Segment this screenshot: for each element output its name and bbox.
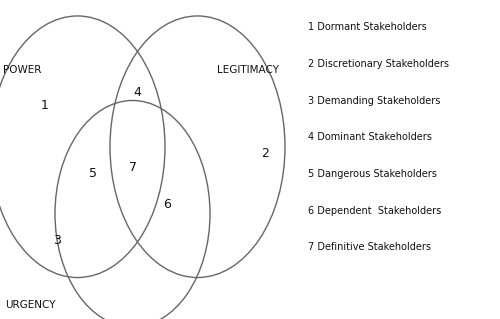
Text: 4 Dominant Stakeholders: 4 Dominant Stakeholders [308,132,432,142]
Text: 1 Dormant Stakeholders: 1 Dormant Stakeholders [308,22,426,32]
Text: 2 Discretionary Stakeholders: 2 Discretionary Stakeholders [308,59,448,69]
Text: POWER: POWER [2,65,41,75]
Text: LEGITIMACY: LEGITIMACY [218,65,280,75]
Text: 6 Dependent  Stakeholders: 6 Dependent Stakeholders [308,206,441,216]
Text: 3: 3 [54,234,62,247]
Text: 3 Demanding Stakeholders: 3 Demanding Stakeholders [308,96,440,106]
Text: 2: 2 [261,147,269,160]
Text: 1: 1 [41,99,49,112]
Text: 6: 6 [164,198,172,211]
Text: 7: 7 [128,161,136,174]
Text: 5 Dangerous Stakeholders: 5 Dangerous Stakeholders [308,169,436,179]
Text: URGENCY: URGENCY [5,300,56,310]
Text: 7 Definitive Stakeholders: 7 Definitive Stakeholders [308,242,430,252]
Text: 4: 4 [134,86,141,99]
Text: 5: 5 [88,167,96,180]
